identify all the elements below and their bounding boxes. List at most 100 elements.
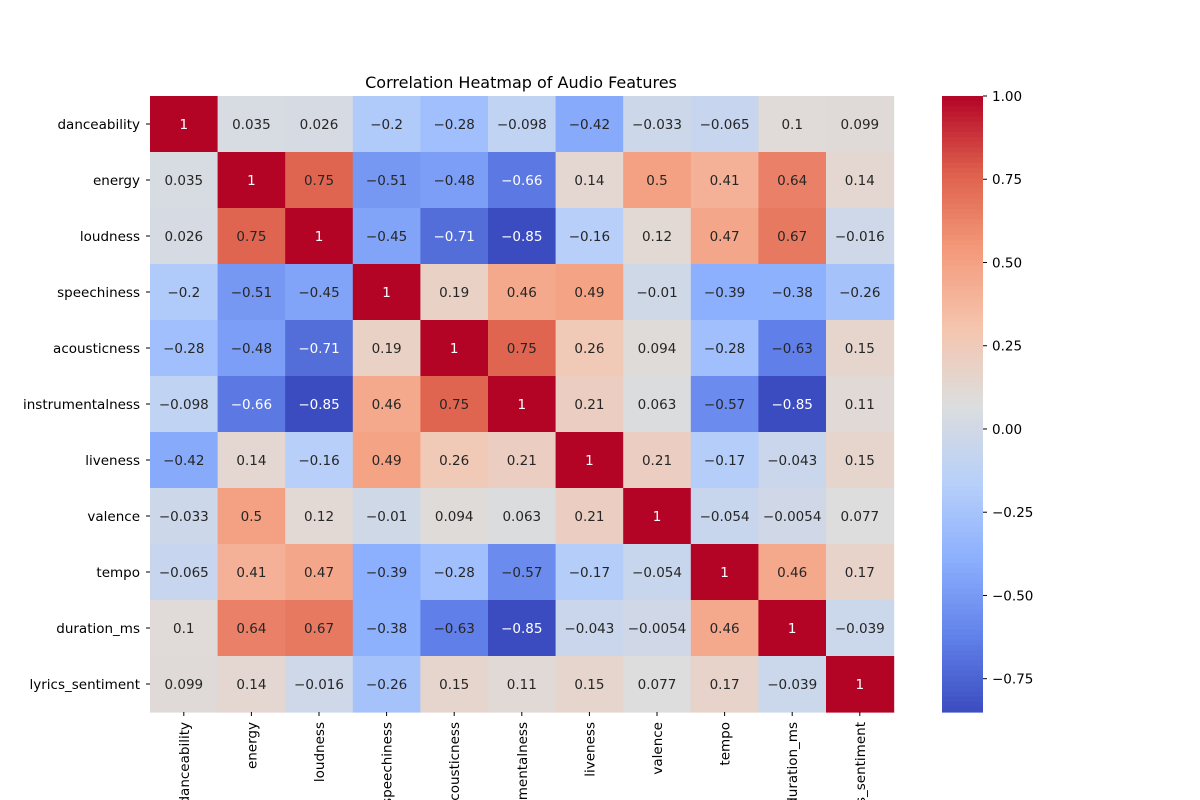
heatmap-cell — [690, 600, 759, 657]
heatmap-cell — [217, 208, 286, 265]
heatmap-cell — [623, 600, 692, 657]
cell-value-label: −0.48 — [434, 173, 475, 189]
colorbar-segment — [942, 116, 983, 123]
heatmap-cell — [758, 488, 827, 545]
cell-value-label: −0.63 — [434, 621, 475, 637]
colorbar-segment — [942, 522, 983, 528]
column-label: loudness — [312, 722, 328, 782]
heatmap-cell — [420, 208, 489, 265]
colorbar-tick-label: 1.00 — [992, 89, 1022, 105]
cell-value-label: −0.28 — [434, 565, 475, 581]
colorbar-segment — [942, 214, 983, 220]
heatmap-cell — [352, 320, 421, 377]
heatmap-cell — [352, 208, 421, 265]
colorbar-segment — [942, 347, 983, 354]
colorbar-segment — [942, 244, 983, 251]
cell-value-label: 0.46 — [710, 621, 740, 637]
cell-value-label: −0.2 — [370, 117, 403, 133]
column-label: duration_ms — [785, 722, 801, 800]
cell-value-label: 1 — [585, 453, 594, 469]
cell-value-label: 1 — [653, 509, 662, 525]
row-label: acousticness — [53, 341, 140, 357]
heatmap-cell — [758, 96, 827, 153]
cell-value-label: −0.28 — [704, 341, 745, 357]
heatmap-cell — [150, 488, 219, 545]
cell-value-label: 0.077 — [840, 509, 879, 525]
heatmap-cell — [285, 432, 354, 489]
cell-value-label: 0.026 — [300, 117, 339, 133]
cell-value-label: −0.28 — [163, 341, 204, 357]
colorbar-segment — [942, 157, 983, 164]
cell-value-label: −0.033 — [632, 117, 682, 133]
colorbar-tick-label: −0.75 — [992, 672, 1033, 688]
cell-value-label: −0.45 — [298, 285, 339, 301]
cell-value-label: −0.01 — [366, 509, 407, 525]
cell-value-label: 0.26 — [439, 453, 469, 469]
cell-value-label: 0.11 — [507, 677, 537, 693]
colorbar-segment — [942, 450, 983, 456]
heatmap-cell — [352, 600, 421, 657]
colorbar-segment — [942, 265, 983, 272]
colorbar-segment — [942, 373, 983, 379]
cell-value-label: 0.14 — [236, 453, 266, 469]
colorbar-segment — [942, 511, 983, 518]
heatmap-cell — [488, 376, 557, 433]
cell-value-label: −0.054 — [700, 509, 750, 525]
colorbar-segment — [942, 645, 983, 651]
column-label: lyrics_sentiment — [853, 722, 869, 800]
cell-value-label: 0.46 — [372, 397, 402, 413]
colorbar-segment — [942, 229, 983, 236]
heatmap-cell — [285, 320, 354, 377]
heatmap-cell — [555, 264, 624, 321]
colorbar-segment — [942, 183, 983, 189]
chart-title: Correlation Heatmap of Audio Features — [365, 73, 677, 92]
colorbar-segment — [942, 301, 983, 308]
heatmap-cell — [150, 320, 219, 377]
heatmap-cell — [826, 656, 895, 713]
colorbar-segment — [942, 137, 983, 143]
colorbar-segment — [942, 552, 983, 559]
heatmap-cell — [285, 208, 354, 265]
heatmap-cell — [420, 656, 489, 713]
heatmap-cell — [826, 432, 895, 489]
heatmap-cell — [826, 96, 895, 153]
cell-value-label: 0.12 — [304, 509, 334, 525]
colorbar-segment — [942, 670, 983, 677]
colorbar-segment — [942, 255, 983, 261]
heatmap-cell — [555, 656, 624, 713]
heatmap-cell — [623, 376, 692, 433]
heatmap-cell — [623, 320, 692, 377]
heatmap-cell — [488, 96, 557, 153]
heatmap-cell — [826, 488, 895, 545]
colorbar-segment — [942, 660, 983, 667]
colorbar-segment — [942, 378, 983, 385]
heatmap-cell — [217, 432, 286, 489]
colorbar-tick-label: 0.75 — [992, 172, 1022, 188]
heatmap-cell — [690, 544, 759, 601]
colorbar-segment — [942, 542, 983, 549]
colorbar-segment — [942, 131, 983, 138]
cell-value-label: −0.01 — [636, 285, 677, 301]
colorbar-segment — [942, 291, 983, 297]
heatmap-cell — [488, 544, 557, 601]
heatmap-cell — [826, 320, 895, 377]
row-label: danceability — [57, 117, 140, 133]
colorbar-segment — [942, 142, 983, 148]
heatmap-cell — [690, 432, 759, 489]
cell-value-label: 1 — [720, 565, 729, 581]
colorbar-segment — [942, 208, 983, 215]
cell-value-label: −0.28 — [434, 117, 475, 133]
colorbar-segment — [942, 234, 983, 241]
column-label: liveness — [582, 722, 598, 777]
colorbar-segment — [942, 655, 983, 662]
heatmap-cell — [217, 320, 286, 377]
colorbar-segment — [942, 121, 983, 128]
row-label: tempo — [96, 565, 140, 581]
colorbar-segment — [942, 599, 983, 605]
colorbar-segment — [942, 706, 983, 713]
colorbar-segment — [942, 619, 983, 626]
cell-value-label: −0.17 — [704, 453, 745, 469]
heatmap-cell — [555, 96, 624, 153]
cell-value-label: 0.14 — [845, 173, 875, 189]
